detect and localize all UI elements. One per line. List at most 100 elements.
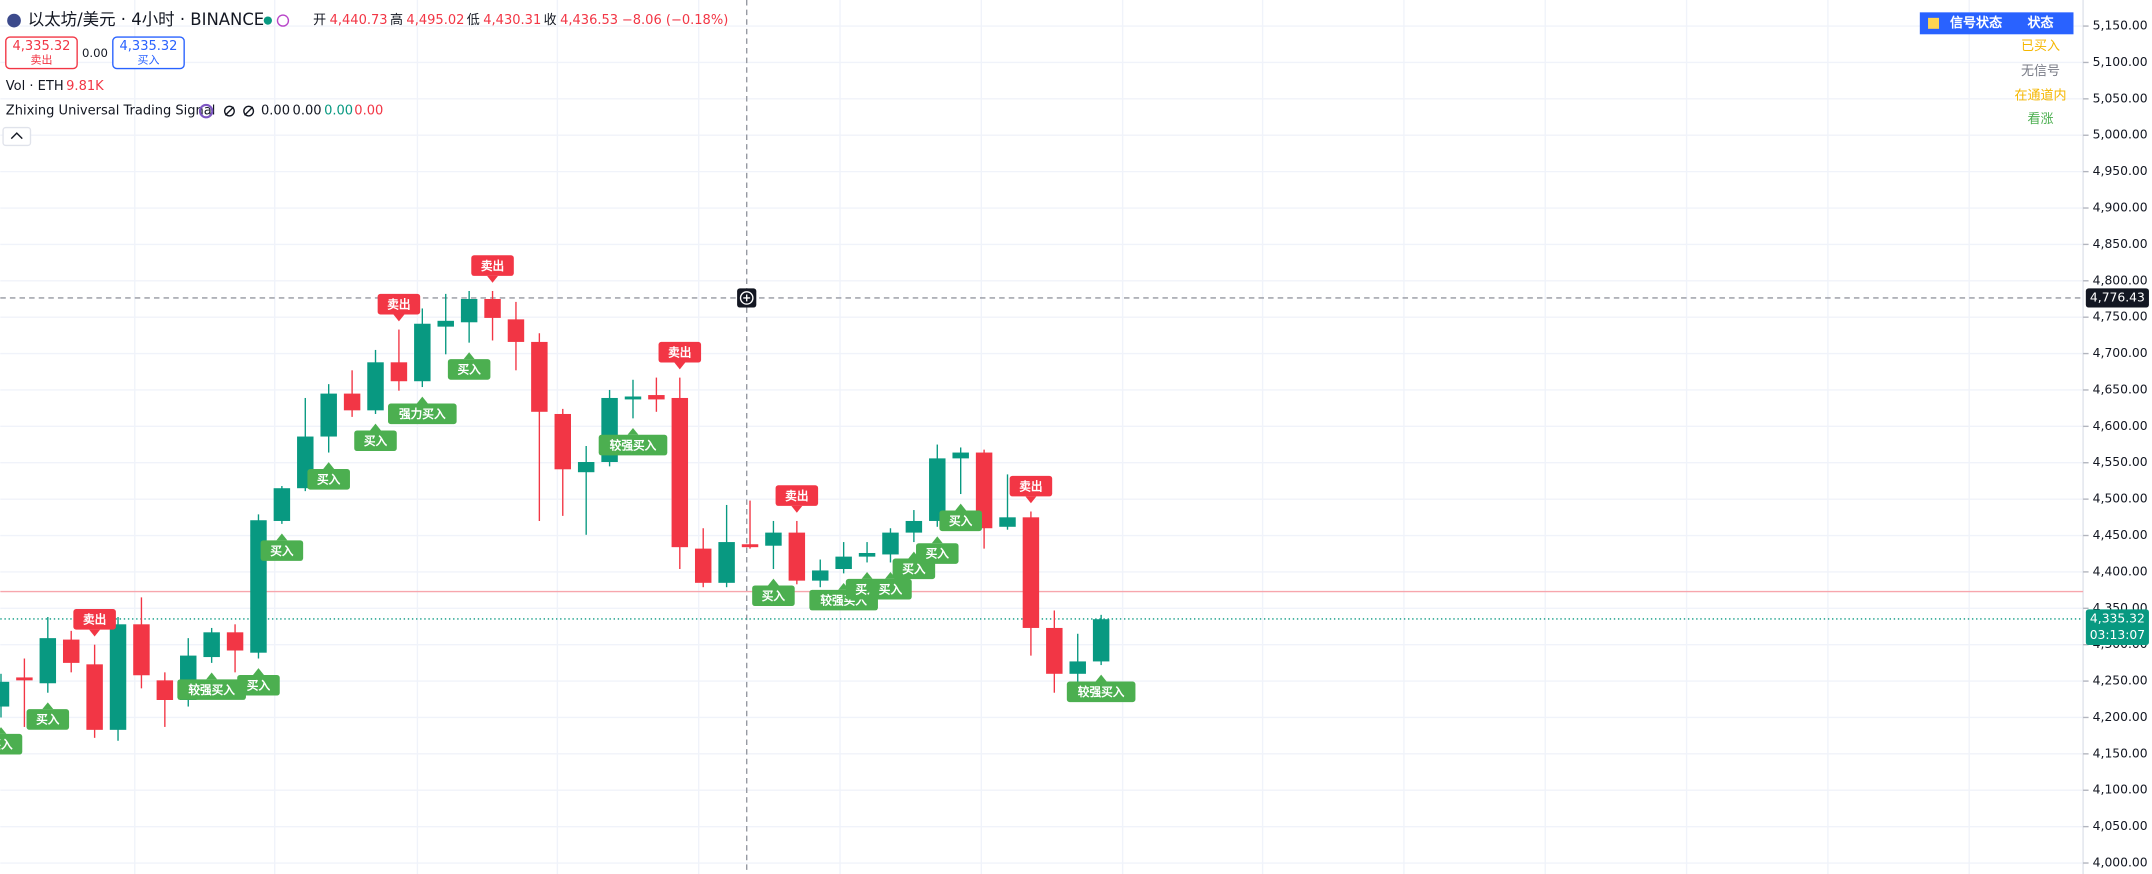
candle-body [16, 677, 33, 681]
sell-signal: 卖出 [377, 293, 421, 322]
candle-body [554, 413, 572, 470]
signal-box [598, 434, 668, 456]
signal-label: 强力买入 [399, 407, 446, 421]
candle-body [788, 532, 806, 581]
countdown: 03:13:07 [2090, 628, 2145, 642]
signal-pointer [791, 505, 803, 513]
buy-label[interactable]: 买入 [138, 53, 160, 66]
candle-body [694, 548, 712, 583]
candle-body [367, 362, 384, 411]
buy-signal: 买入 [916, 536, 959, 564]
signal-box [237, 674, 280, 696]
candle-body [250, 520, 267, 653]
crosshair-tag [2085, 288, 2149, 308]
y-tick-label: 4,000.00 [2093, 856, 2148, 870]
y-tick-label: 4,850.00 [2093, 237, 2148, 251]
candle-body [320, 393, 337, 437]
candle-body [133, 624, 150, 676]
signal-box [26, 709, 70, 730]
y-tick-label: 4,450.00 [2093, 528, 2148, 542]
signal-pointer [931, 536, 943, 544]
signal-box [752, 585, 795, 607]
current-price: 4,335.32 [2090, 611, 2145, 625]
signal-pointer [206, 672, 218, 680]
y-tick-label: 4,050.00 [2093, 819, 2148, 833]
y-tick-label: 4,800.00 [2093, 273, 2148, 287]
signal-pointer [276, 533, 288, 541]
signal-box [260, 540, 304, 561]
candle-body [882, 532, 899, 555]
y-tick-label: 5,000.00 [2093, 128, 2148, 142]
y-tick-label: 4,550.00 [2093, 455, 2148, 469]
signal-box [73, 609, 116, 630]
signal-box [307, 469, 350, 490]
signal-pointer [487, 275, 499, 283]
y-tick-label: 5,150.00 [2093, 19, 2148, 33]
crosshair-price: 4,776.43 [2090, 290, 2145, 304]
status-icon [1928, 17, 1940, 29]
y-tick-label: 4,900.00 [2093, 201, 2148, 215]
candle-body [741, 544, 759, 548]
signal-box [447, 359, 491, 380]
signal-pointer [1095, 674, 1107, 682]
candle-body [390, 362, 408, 382]
candle-body [507, 319, 525, 342]
sell-signal: 卖出 [471, 255, 514, 283]
sell-price[interactable]: 4,335.32 [12, 39, 70, 54]
collapse-button[interactable] [2, 126, 32, 147]
buy-price[interactable]: 4,335.32 [120, 39, 178, 54]
buy-signal: 较强买入 [1066, 674, 1136, 703]
ohlc-value: 4,440.73 [330, 13, 388, 28]
signal-pointer [323, 462, 335, 470]
candle-body [952, 452, 969, 459]
signal-pointer [627, 427, 639, 435]
y-tick-label: 4,200.00 [2093, 710, 2148, 724]
candle-body [765, 532, 782, 546]
y-tick-label: 4,250.00 [2093, 674, 2148, 688]
plot: 买入买入卖出较强买入买入买入买入买入卖出强力买入买入卖出较强买入卖出买入卖出较强… [0, 255, 2084, 755]
signal-box [775, 485, 819, 506]
vertical-grid [134, 0, 1970, 874]
candle-body [414, 323, 431, 382]
candle-body [624, 396, 642, 400]
buy-button[interactable] [112, 36, 185, 70]
signal-label: 卖出 [83, 612, 106, 626]
status-row: 在通道内 [2015, 88, 2067, 104]
status-dot [263, 16, 272, 25]
signal-label: 买入 [879, 582, 903, 596]
sell-button[interactable] [5, 36, 78, 70]
indicator-value: 0.00 [293, 104, 322, 119]
signal-label: 卖出 [387, 297, 410, 311]
signal-label: 买入 [926, 547, 950, 561]
signal-pointer [252, 668, 264, 675]
hidden-icon [243, 105, 255, 117]
collapse-icon[interactable] [10, 132, 23, 140]
y-tick-label: 5,100.00 [2093, 55, 2148, 69]
buy-signal: 买入 [354, 423, 397, 452]
y-tick-label: 4,100.00 [2093, 783, 2148, 797]
signal-pointer [89, 629, 101, 637]
ohlc-value: 4,436.53 [560, 13, 618, 28]
candle-body [835, 556, 852, 569]
status-header: 信号状态 [1950, 15, 2002, 31]
candle-body [484, 298, 501, 318]
candle-body [671, 397, 689, 548]
candle-body [460, 298, 478, 323]
indicator-icon[interactable] [198, 103, 214, 119]
buy-signal: 买入 [237, 668, 280, 696]
sell-label[interactable]: 卖出 [31, 52, 53, 66]
hidden-icon [223, 105, 235, 117]
signal-box [354, 430, 397, 452]
candle-body [1092, 619, 1110, 662]
y-tick-label: 4,600.00 [2093, 419, 2148, 433]
candle-body [858, 552, 876, 557]
crosshair-add-button[interactable] [737, 288, 757, 308]
signal-label: 卖出 [785, 489, 808, 503]
y-tick-label: 5,050.00 [2093, 91, 2148, 105]
signal-pointer [767, 578, 779, 586]
candle-body [343, 393, 361, 411]
volume-value: 9.81K [66, 79, 104, 94]
ohlc-change: −8.06 (−0.18%) [622, 13, 728, 28]
volume-name: Vol · ETH [6, 79, 64, 94]
